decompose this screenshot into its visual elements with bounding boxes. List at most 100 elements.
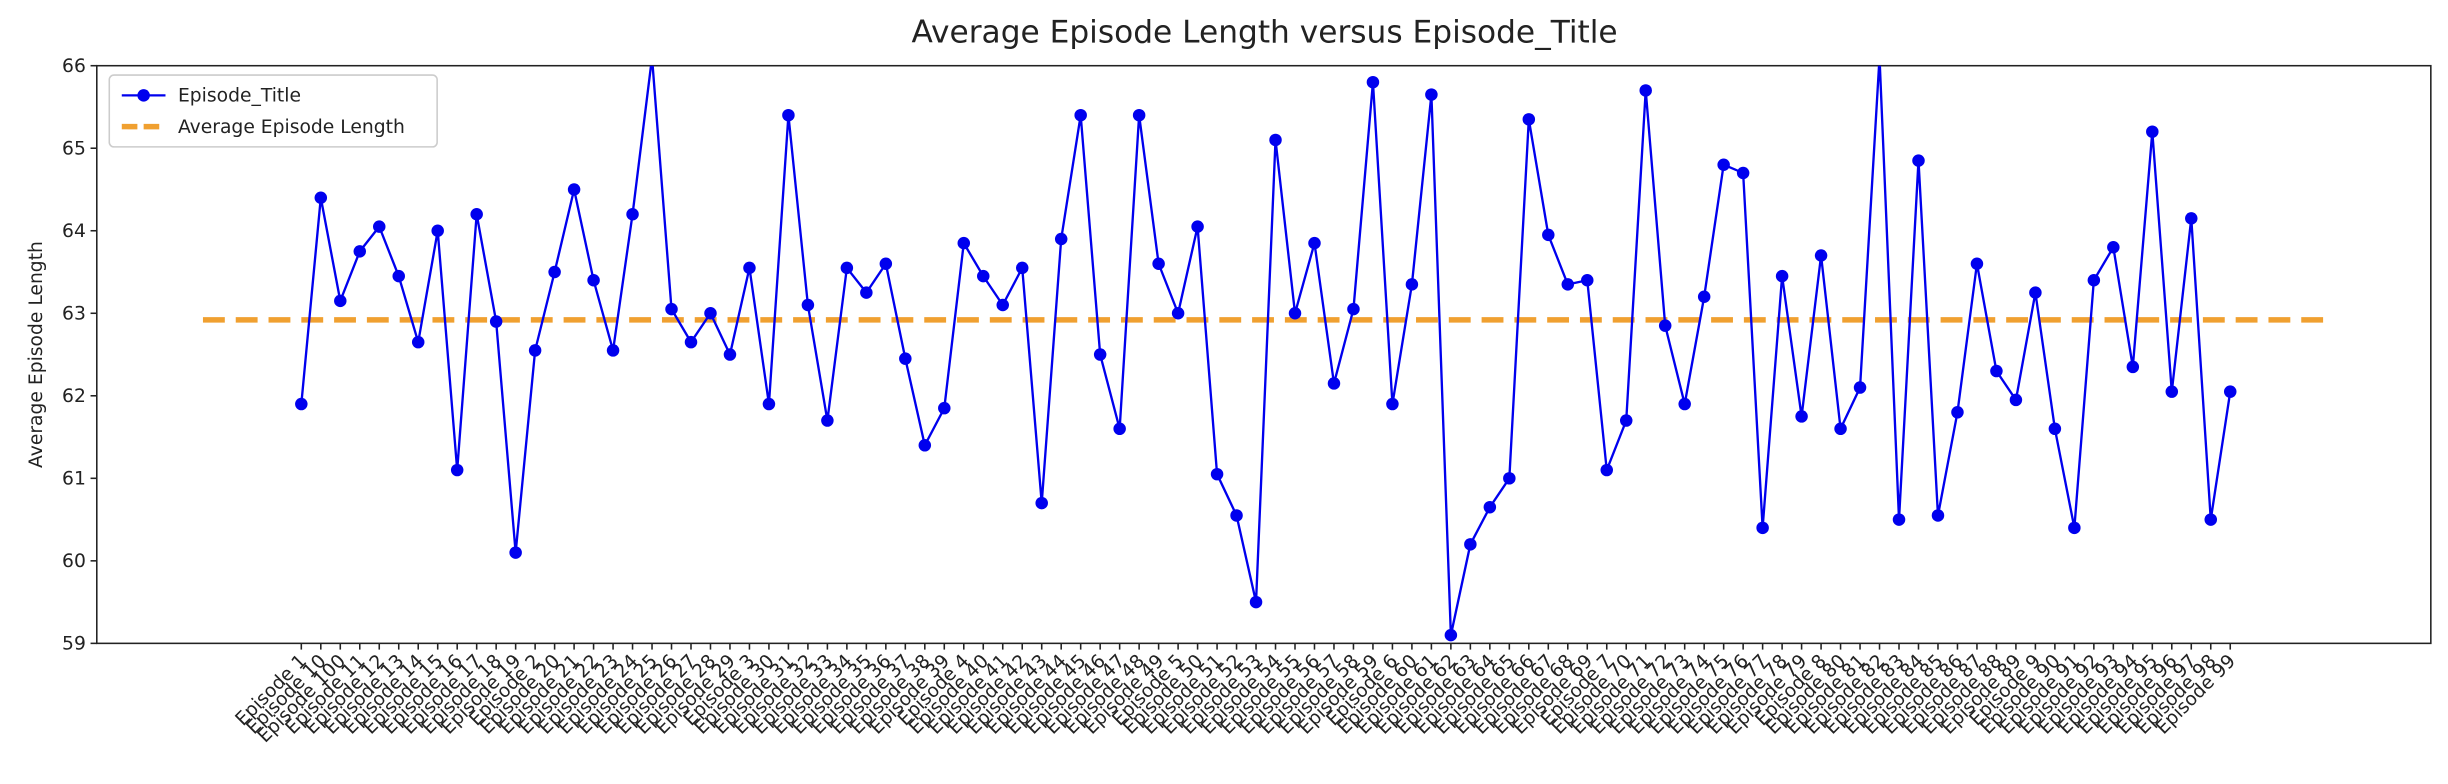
point: [1171, 307, 1185, 320]
point: [1288, 307, 1302, 320]
point: [938, 401, 951, 415]
y-tick-label: 63: [62, 304, 86, 325]
point: [1951, 406, 1964, 419]
point: [782, 108, 795, 122]
legend-box: [108, 74, 438, 148]
point: [1775, 269, 1789, 283]
point: [1093, 348, 1107, 361]
point: [373, 220, 386, 233]
point: [411, 335, 425, 349]
y-tick-label: 65: [62, 138, 86, 159]
point: [1658, 319, 1672, 332]
point: [840, 261, 854, 275]
point: [2126, 360, 2140, 374]
point: [1074, 108, 1087, 122]
point: [1853, 381, 1867, 394]
point: [1542, 228, 1555, 242]
y-tick-label: 61: [62, 469, 86, 490]
point: [2087, 274, 2101, 287]
point: [1327, 377, 1341, 390]
point: [2223, 385, 2237, 398]
point: [2146, 125, 2159, 138]
point: [1366, 75, 1380, 89]
point: [334, 294, 347, 308]
point: [1970, 257, 1984, 271]
plot-area: [202, 51, 2327, 642]
point: [743, 261, 756, 275]
point: [1600, 463, 1613, 477]
point: [1405, 278, 1419, 291]
point: [1990, 364, 2003, 378]
point: [626, 207, 639, 221]
point: [1152, 257, 1165, 271]
point: [1697, 290, 1711, 304]
point: [1249, 595, 1263, 609]
point: [2185, 212, 2198, 225]
point: [704, 307, 717, 320]
point: [1035, 496, 1048, 510]
point: [1503, 472, 1516, 485]
point: [1444, 628, 1458, 642]
y-tick-label: 64: [62, 221, 86, 242]
point: [1873, 51, 1885, 63]
point: [2165, 385, 2179, 398]
point: [1619, 414, 1633, 427]
point: [1795, 410, 1808, 423]
point: [392, 269, 405, 283]
point: [1347, 302, 1360, 316]
point: [646, 51, 658, 63]
point: [1483, 500, 1497, 514]
point: [606, 344, 620, 357]
point: [918, 439, 932, 452]
point: [1639, 84, 1652, 97]
point: [450, 463, 464, 477]
point: [1269, 133, 1282, 147]
point: [1113, 422, 1126, 436]
point: [1015, 261, 1029, 275]
point: [684, 335, 698, 349]
point: [1522, 113, 1536, 126]
point: [1191, 220, 1204, 233]
point: [1678, 397, 1691, 411]
point: [996, 298, 1009, 312]
point: [587, 274, 600, 287]
y-axis-label: Average Episode Length: [26, 241, 47, 468]
point: [314, 191, 328, 204]
point: [295, 397, 308, 411]
point: [899, 352, 912, 365]
point: [1054, 232, 1068, 246]
point: [1912, 154, 1925, 167]
series-line: [300, 65, 2232, 636]
point: [1308, 236, 1321, 250]
point: [1425, 88, 1438, 101]
y-tick-label: 59: [62, 634, 86, 655]
point: [509, 546, 522, 559]
point: [2048, 422, 2062, 436]
point: [2029, 286, 2042, 299]
point: [723, 348, 737, 361]
point: [821, 414, 834, 427]
point: [957, 236, 971, 250]
point: [1717, 158, 1730, 171]
point: [567, 183, 581, 196]
legend-label: Episode_Title: [178, 86, 301, 107]
point: [1581, 274, 1594, 287]
point: [470, 207, 483, 221]
point: [2107, 241, 2120, 254]
plot-frame: [96, 64, 2432, 645]
point: [1464, 538, 1477, 551]
y-tick-label: 66: [62, 56, 86, 77]
point: [2068, 521, 2081, 535]
legend-label: Average Episode Length: [178, 117, 405, 138]
y-tick-label: 62: [62, 386, 86, 407]
point: [1230, 509, 1243, 522]
point: [431, 224, 444, 237]
point: [1834, 422, 1847, 436]
point: [1561, 278, 1575, 291]
point: [1892, 513, 1906, 526]
point: [762, 397, 776, 411]
point: [489, 315, 503, 328]
y-tick-label: 60: [62, 551, 86, 572]
point: [2204, 513, 2218, 526]
point: [665, 302, 678, 316]
